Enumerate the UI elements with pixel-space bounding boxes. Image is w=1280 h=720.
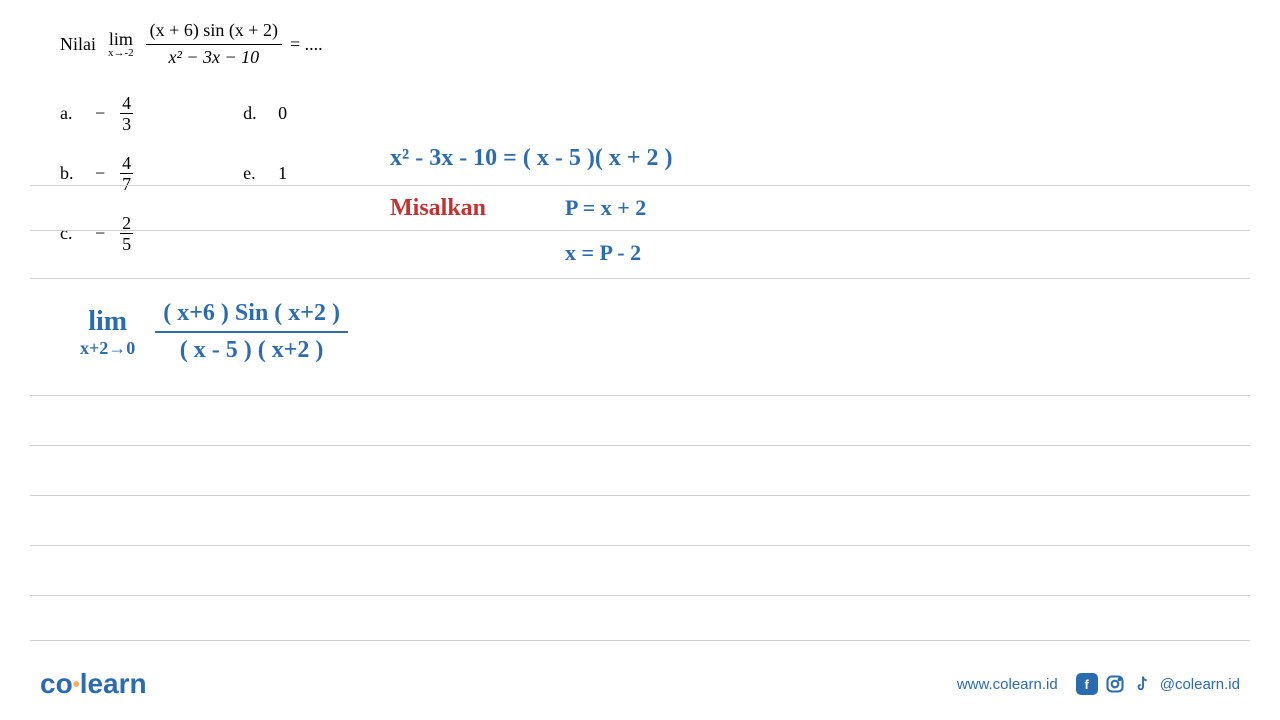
ruled-line	[30, 640, 1250, 641]
denominator: x² − 3x − 10	[164, 45, 263, 69]
option-a-sign: −	[95, 103, 105, 124]
logo-dot-icon: •	[73, 674, 80, 696]
option-b: b. − 4 7	[60, 153, 133, 193]
option-e-value: 1	[278, 163, 287, 184]
hw-fraction: ( x+6 ) Sin ( x+2 ) ( x - 5 ) ( x+2 )	[155, 300, 348, 364]
hw-lim: lim	[88, 306, 127, 338]
hw-lim-sub: x+2→0	[80, 338, 135, 359]
logo-learn: learn	[80, 668, 147, 699]
ruled-line	[30, 278, 1250, 279]
footer-right: www.colearn.id f @colearn.id	[957, 673, 1240, 695]
logo: co•learn	[40, 668, 147, 700]
footer-url: www.colearn.id	[957, 676, 1058, 693]
question-area: Nilai lim x→-2 (x + 6) sin (x + 2) x² − …	[60, 20, 1240, 253]
option-b-sign: −	[95, 163, 105, 184]
ruled-line	[30, 230, 1250, 231]
hw-limit-symbol: lim x+2→0	[80, 306, 135, 359]
option-c-fraction: 2 5	[120, 214, 133, 253]
option-a-fraction: 4 3	[120, 94, 133, 133]
option-a: a. − 4 3	[60, 93, 133, 133]
option-d: d. 0	[243, 93, 287, 133]
question-line: Nilai lim x→-2 (x + 6) sin (x + 2) x² − …	[60, 20, 1240, 68]
ruled-line	[30, 185, 1250, 186]
facebook-icon: f	[1076, 673, 1098, 695]
hw-denominator: ( x - 5 ) ( x+2 )	[172, 333, 332, 364]
option-d-value: 0	[278, 103, 287, 124]
ruled-line	[30, 445, 1250, 446]
footer: co•learn www.colearn.id f @colearn.id	[40, 668, 1240, 700]
tiktok-icon	[1132, 673, 1154, 695]
handwriting-limit-expr: lim x+2→0 ( x+6 ) Sin ( x+2 ) ( x - 5 ) …	[80, 300, 348, 364]
option-c-sign: −	[95, 223, 105, 244]
handwriting-misalkan: Misalkan	[390, 195, 486, 222]
question-prefix: Nilai	[60, 34, 96, 55]
social-icons: f @colearn.id	[1076, 673, 1240, 695]
limit-label: lim	[109, 30, 133, 48]
ruled-line	[30, 395, 1250, 396]
instagram-icon	[1104, 673, 1126, 695]
option-e-label: e.	[243, 163, 263, 184]
limit-sub: x→-2	[108, 48, 134, 59]
option-d-label: d.	[243, 103, 263, 124]
main-fraction: (x + 6) sin (x + 2) x² − 3x − 10	[146, 20, 282, 68]
handwriting-factoring: x² - 3x - 10 = ( x - 5 )( x + 2 )	[390, 145, 673, 172]
ruled-line	[30, 595, 1250, 596]
handwriting-sub1: P = x + 2	[565, 195, 646, 221]
option-c: c. − 2 5	[60, 213, 133, 253]
ruled-line	[30, 545, 1250, 546]
option-c-label: c.	[60, 223, 80, 244]
ruled-line	[30, 495, 1250, 496]
handwriting-sub2: x = P - 2	[565, 240, 641, 266]
footer-handle: @colearn.id	[1160, 676, 1240, 693]
hw-numerator: ( x+6 ) Sin ( x+2 )	[155, 300, 348, 333]
option-a-label: a.	[60, 103, 80, 124]
limit-notation: lim x→-2	[108, 30, 134, 59]
option-b-fraction: 4 7	[120, 154, 133, 193]
numerator: (x + 6) sin (x + 2)	[146, 20, 282, 45]
option-e: e. 1	[243, 153, 287, 193]
option-b-label: b.	[60, 163, 80, 184]
question-suffix: = ....	[290, 34, 323, 55]
logo-co: co	[40, 668, 73, 699]
